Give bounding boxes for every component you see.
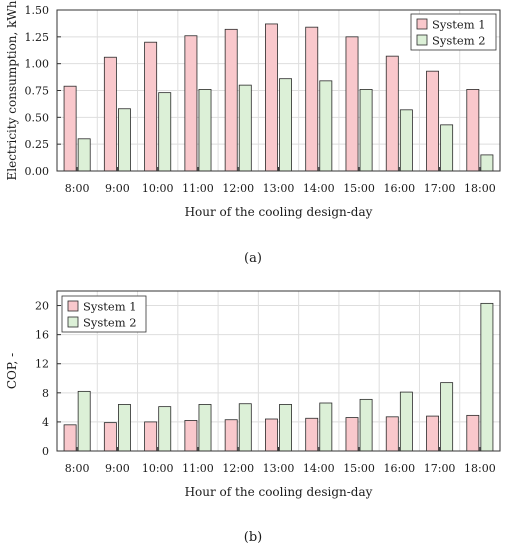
x-tick-label: 17:00	[424, 462, 456, 475]
x-tick-label: 12:00	[222, 462, 254, 475]
bar-system-2-16:00	[399, 391, 413, 452]
bar-system-1-14:00	[305, 26, 319, 172]
x-tick-label: 9:00	[105, 462, 130, 475]
x-axis-label: Hour of the cooling design-day	[185, 485, 373, 499]
x-tick-label: 11:00	[182, 462, 214, 475]
panel-label: (a)	[244, 251, 262, 266]
bar-system-1-13:00	[265, 418, 278, 452]
bar-system-1-10:00	[144, 421, 158, 452]
x-tick-label: 10:00	[142, 462, 174, 475]
y-tick-label: 4	[42, 416, 49, 429]
legend-label-1: System 1	[432, 18, 486, 32]
legend-swatch-2	[416, 34, 428, 46]
x-tick-label: 15:00	[343, 462, 375, 475]
x-tick-label: 16:00	[383, 182, 415, 195]
bar-system-2-11:00	[198, 404, 212, 452]
bar-system-1-17:00	[426, 415, 439, 452]
bar-system-1-14:00	[305, 417, 319, 452]
bar-system-2-14:00	[319, 80, 333, 172]
bar-system-2-14:00	[319, 402, 333, 452]
legend-label-2: System 2	[432, 34, 486, 48]
bar-system-2-10:00	[158, 406, 172, 452]
bar-system-2-9:00	[118, 108, 131, 172]
x-axis-label: Hour of the cooling design-day	[185, 205, 373, 219]
x-tick-label: 13:00	[263, 182, 295, 195]
x-tick-label: 13:00	[263, 462, 295, 475]
legend-label-1: System 1	[83, 300, 137, 314]
legend-swatch-1	[67, 300, 79, 312]
y-tick-label: 0.50	[25, 111, 50, 124]
x-tick-label: 12:00	[222, 182, 254, 195]
bar-system-1-8:00	[63, 424, 77, 452]
x-tick-label: 11:00	[182, 182, 214, 195]
y-tick-label: 0.75	[25, 85, 50, 98]
bar-system-1-15:00	[345, 417, 359, 452]
y-axis-label: COP, -	[5, 353, 19, 389]
x-tick-label: 9:00	[105, 182, 130, 195]
bar-system-1-18:00	[466, 89, 480, 172]
chart-panel-1: 0.00 0.25 0.50 0.75 1.00 1.25 1.50 8:00 9:00 10:0…	[5, 0, 501, 266]
legend-swatch-2	[67, 316, 79, 328]
bar-system-1-9:00	[103, 56, 117, 172]
chart-panel-2: 0 4 8 12 16 20 8:00 9:00 10:00 11:00 12:00 13:00 14:…	[5, 290, 501, 545]
bar-system-1-18:00	[466, 414, 480, 452]
bar-system-2-12:00	[238, 403, 252, 452]
y-tick-label: 1.50	[25, 4, 50, 17]
y-tick-label: 0	[42, 445, 49, 458]
y-tick-label: 16	[35, 329, 49, 342]
legend-label-2: System 2	[83, 316, 137, 330]
bar-system-1-8:00	[63, 85, 77, 172]
bar-system-1-9:00	[103, 422, 117, 452]
bar-system-1-16:00	[385, 416, 399, 452]
bar-system-2-11:00	[198, 89, 212, 172]
y-tick-label: 0.25	[25, 138, 50, 151]
y-tick-label: 12	[35, 358, 49, 371]
panel-label: (b)	[244, 530, 262, 545]
x-tick-label: 18:00	[464, 462, 496, 475]
x-tick-label: 16:00	[383, 462, 415, 475]
x-tick-label: 10:00	[142, 182, 174, 195]
bar-system-1-12:00	[224, 419, 238, 452]
x-tick-label: 18:00	[464, 182, 496, 195]
y-tick-label: 1.00	[25, 58, 50, 71]
bar-system-2-9:00	[118, 404, 131, 452]
legend: System 1 System 2	[61, 295, 147, 333]
y-tick-label: 8	[42, 387, 49, 400]
bar-system-1-11:00	[184, 35, 198, 172]
bar-system-2-18:00	[480, 154, 494, 172]
bar-system-2-8:00	[77, 138, 91, 172]
y-tick-label: 1.25	[25, 31, 50, 44]
bar-system-2-8:00	[77, 390, 91, 452]
bar-system-1-11:00	[184, 420, 198, 452]
x-tick-label: 15:00	[343, 182, 375, 195]
bar-system-2-18:00	[480, 302, 494, 452]
x-tick-label: 14:00	[303, 462, 335, 475]
x-tick-label: 8:00	[65, 462, 90, 475]
bar-system-2-13:00	[279, 404, 292, 452]
x-tick-label: 14:00	[303, 182, 335, 195]
bar-system-2-10:00	[158, 92, 172, 172]
y-tick-label: 20	[35, 300, 49, 313]
bar-system-2-17:00	[440, 124, 454, 172]
bar-system-1-13:00	[265, 23, 278, 172]
y-axis-label: Electricity consumption, kWh	[5, 0, 19, 180]
x-tick-label: 17:00	[424, 182, 456, 195]
x-tick-label: 8:00	[65, 182, 90, 195]
legend-swatch-1	[416, 18, 428, 30]
bar-system-2-13:00	[279, 78, 292, 172]
bar-system-1-12:00	[224, 28, 238, 172]
bar-system-2-12:00	[238, 84, 252, 172]
bar-system-2-16:00	[399, 109, 413, 172]
bar-system-1-10:00	[144, 41, 158, 172]
bar-system-1-17:00	[426, 70, 439, 172]
legend: System 1 System 2	[410, 13, 497, 51]
bar-system-2-15:00	[359, 398, 373, 452]
bar-system-2-15:00	[359, 89, 373, 172]
bar-system-2-17:00	[440, 382, 454, 452]
bar-system-1-15:00	[345, 36, 359, 172]
bar-system-1-16:00	[385, 55, 399, 172]
y-tick-label: 0.00	[25, 165, 50, 178]
